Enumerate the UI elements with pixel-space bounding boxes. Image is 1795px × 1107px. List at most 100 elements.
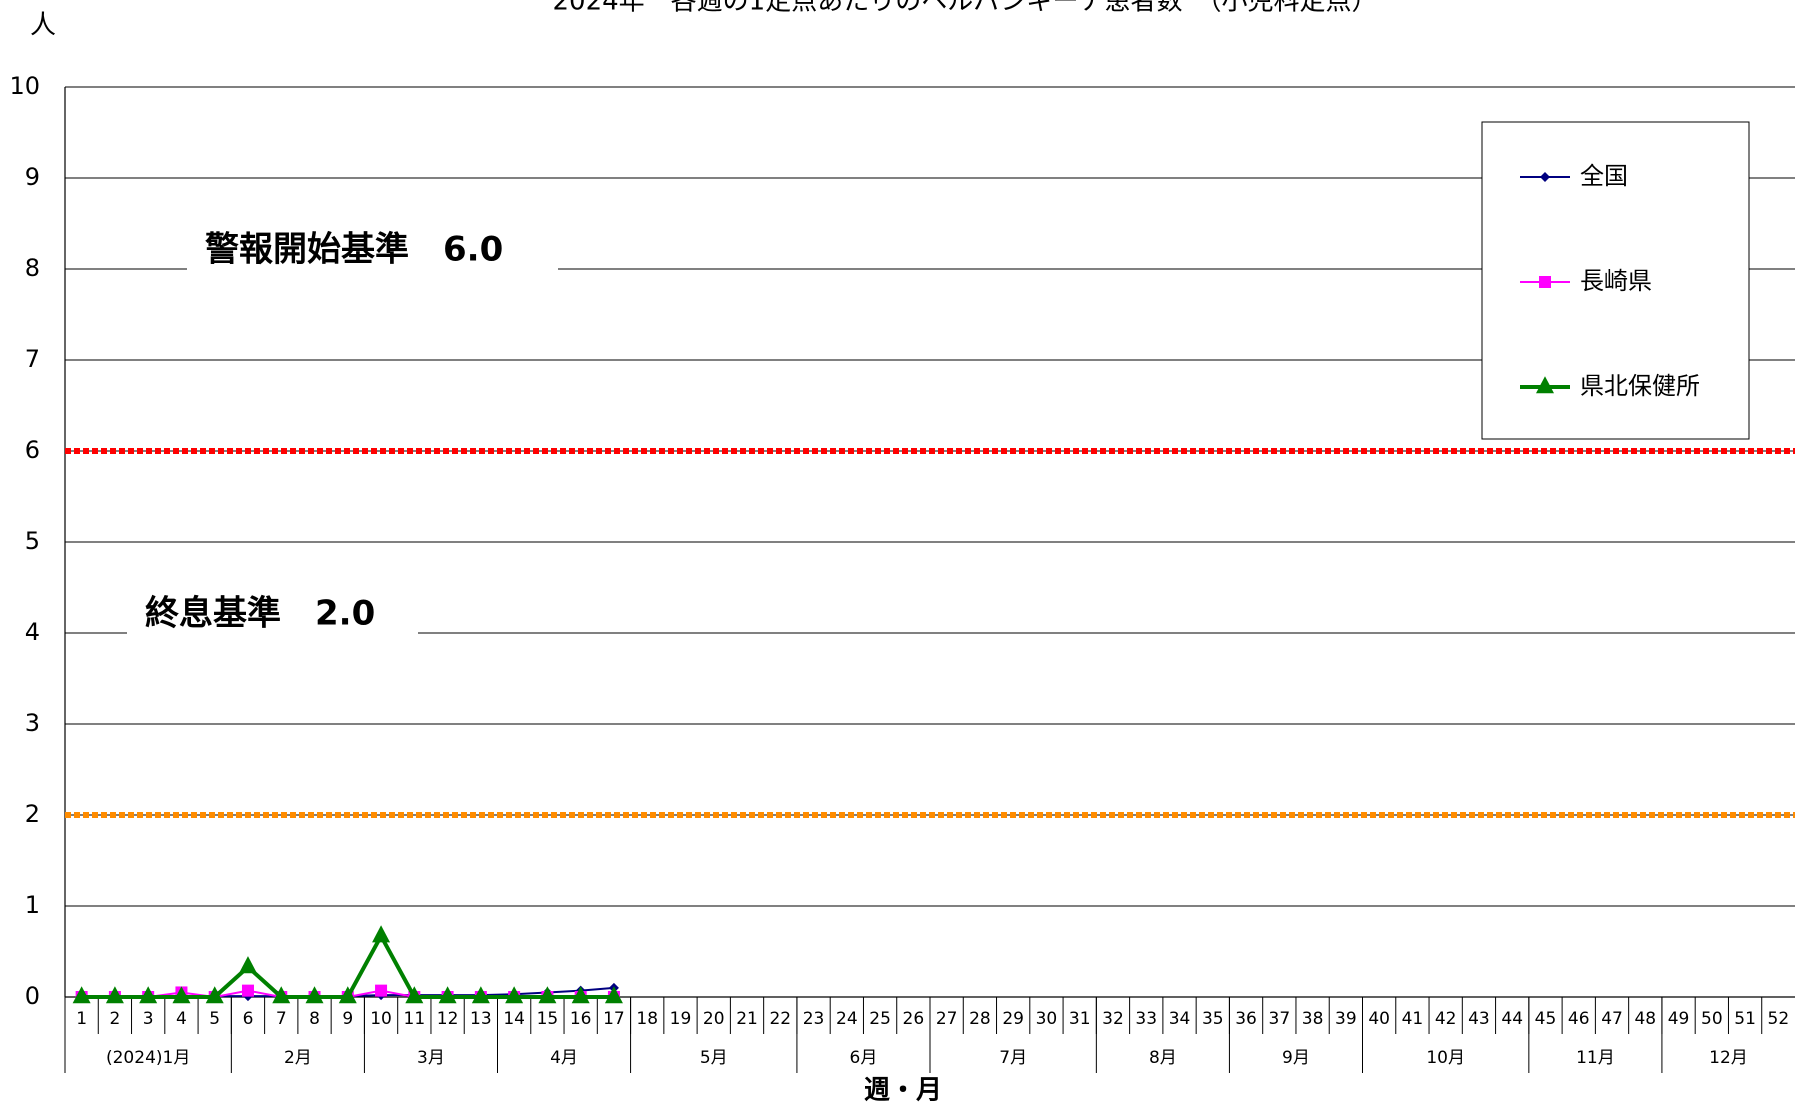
legend-label: 全国 xyxy=(1580,162,1628,190)
marker xyxy=(105,986,124,1004)
x-tick-label: 19 xyxy=(670,1009,692,1029)
x-tick-label: 37 xyxy=(1269,1009,1291,1029)
y-tick-label: 0 xyxy=(25,982,40,1010)
y-tick-label: 6 xyxy=(25,436,40,464)
x-tick-label: 3 xyxy=(143,1009,154,1029)
x-tick-label: 51 xyxy=(1734,1009,1756,1029)
x-tick-label: 12 xyxy=(437,1009,459,1029)
x-tick-label: 16 xyxy=(570,1009,592,1029)
marker xyxy=(538,986,557,1004)
x-tick-label: 44 xyxy=(1501,1009,1523,1029)
marker xyxy=(505,986,524,1004)
legend-label: 長崎県 xyxy=(1580,267,1652,295)
month-label: 11月 xyxy=(1576,1048,1615,1068)
x-tick-label: 32 xyxy=(1102,1009,1124,1029)
marker xyxy=(305,986,324,1004)
x-tick-label: 27 xyxy=(936,1009,958,1029)
x-tick-label: 40 xyxy=(1368,1009,1390,1029)
marker xyxy=(375,984,388,997)
y-tick-label: 1 xyxy=(25,891,40,919)
x-tick-label: 7 xyxy=(276,1009,287,1029)
marker xyxy=(139,986,158,1004)
marker xyxy=(238,956,257,974)
month-label: 3月 xyxy=(417,1048,445,1068)
marker xyxy=(405,986,424,1004)
x-tick-label: 11 xyxy=(404,1009,426,1029)
x-tick-label: 35 xyxy=(1202,1009,1224,1029)
x-tick-label: 41 xyxy=(1402,1009,1424,1029)
x-tick-label: 42 xyxy=(1435,1009,1457,1029)
month-label: 8月 xyxy=(1149,1048,1177,1068)
month-label: 10月 xyxy=(1426,1048,1465,1068)
x-axis-label: 週・月 xyxy=(864,1076,942,1106)
x-tick-label: 25 xyxy=(869,1009,891,1029)
month-label: (2024)1月 xyxy=(106,1048,190,1068)
y-tick-label: 2 xyxy=(25,800,40,828)
x-tick-label: 13 xyxy=(470,1009,492,1029)
x-tick-label: 39 xyxy=(1335,1009,1357,1029)
x-tick-label: 24 xyxy=(836,1009,858,1029)
marker xyxy=(272,986,291,1004)
x-tick-label: 48 xyxy=(1634,1009,1656,1029)
x-tick-label: 31 xyxy=(1069,1009,1091,1029)
month-label: 2月 xyxy=(284,1048,312,1068)
x-tick-label: 29 xyxy=(1002,1009,1024,1029)
x-tick-label: 14 xyxy=(503,1009,525,1029)
x-tick-label: 10 xyxy=(370,1009,392,1029)
y-tick-label: 9 xyxy=(25,163,40,191)
month-label: 4月 xyxy=(550,1048,578,1068)
threshold-label-bg xyxy=(127,588,418,641)
x-tick-label: 4 xyxy=(176,1009,187,1029)
x-tick-label: 34 xyxy=(1169,1009,1191,1029)
marker xyxy=(372,925,391,943)
marker xyxy=(1536,376,1554,394)
marker xyxy=(241,984,254,997)
x-tick-label: 5 xyxy=(209,1009,220,1029)
x-tick-label: 17 xyxy=(603,1009,625,1029)
marker xyxy=(471,986,490,1004)
y-tick-label: 7 xyxy=(25,345,40,373)
x-tick-label: 33 xyxy=(1135,1009,1157,1029)
marker xyxy=(1539,276,1551,288)
x-tick-label: 50 xyxy=(1701,1009,1723,1029)
x-tick-label: 30 xyxy=(1036,1009,1058,1029)
x-tick-label: 21 xyxy=(736,1009,758,1029)
x-tick-label: 36 xyxy=(1235,1009,1257,1029)
marker xyxy=(205,986,224,1004)
marker xyxy=(338,986,357,1004)
x-tick-label: 9 xyxy=(342,1009,353,1029)
x-tick-label: 52 xyxy=(1768,1009,1790,1029)
threshold-label: 警報開始基準 6.0 xyxy=(205,229,503,269)
x-tick-label: 46 xyxy=(1568,1009,1590,1029)
y-tick-label: 5 xyxy=(25,527,40,555)
y-tick-label: 3 xyxy=(25,709,40,737)
x-tick-label: 43 xyxy=(1468,1009,1490,1029)
x-tick-label: 20 xyxy=(703,1009,725,1029)
marker xyxy=(72,986,91,1004)
x-tick-label: 28 xyxy=(969,1009,991,1029)
y-tick-label: 4 xyxy=(25,618,40,646)
threshold-label-bg xyxy=(187,224,558,277)
y-tick-label: 8 xyxy=(25,254,40,282)
threshold-label: 終息基準 2.0 xyxy=(145,593,375,633)
chart-title: 2024年 各週の1定点あたりのヘルパンギーナ患者数 （小児科定点） xyxy=(552,0,1377,17)
x-tick-label: 23 xyxy=(803,1009,825,1029)
x-tick-label: 26 xyxy=(903,1009,925,1029)
x-tick-label: 8 xyxy=(309,1009,320,1029)
x-tick-label: 1 xyxy=(76,1009,87,1029)
x-tick-label: 15 xyxy=(537,1009,559,1029)
month-label: 12月 xyxy=(1709,1048,1748,1068)
x-tick-label: 22 xyxy=(769,1009,791,1029)
month-label: 9月 xyxy=(1282,1048,1310,1068)
legend-label: 県北保健所 xyxy=(1580,372,1700,400)
month-label: 5月 xyxy=(700,1048,728,1068)
marker xyxy=(1540,172,1550,182)
x-tick-label: 38 xyxy=(1302,1009,1324,1029)
x-tick-label: 18 xyxy=(636,1009,658,1029)
x-tick-label: 2 xyxy=(109,1009,120,1029)
marker xyxy=(438,986,457,1004)
month-label: 7月 xyxy=(999,1048,1027,1068)
x-tick-label: 49 xyxy=(1668,1009,1690,1029)
marker xyxy=(571,986,590,1004)
marker xyxy=(172,986,191,1004)
